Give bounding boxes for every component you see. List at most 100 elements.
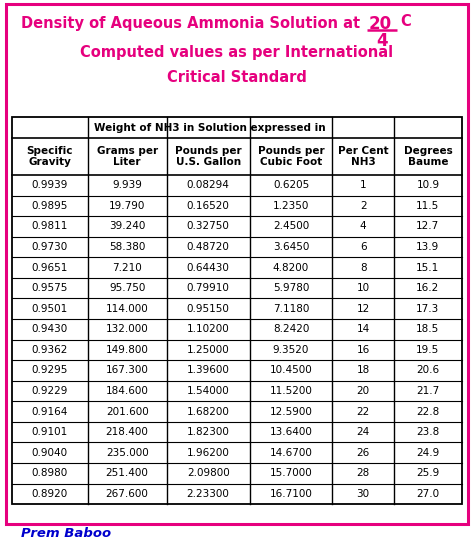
Text: 18: 18 xyxy=(356,365,370,376)
Text: 0.9362: 0.9362 xyxy=(31,345,68,355)
Text: 20: 20 xyxy=(369,15,392,33)
Text: 28: 28 xyxy=(356,468,370,479)
Text: 10.9: 10.9 xyxy=(416,180,439,190)
Text: C: C xyxy=(401,14,411,29)
Text: 12.5900: 12.5900 xyxy=(270,407,312,416)
Text: 1.68200: 1.68200 xyxy=(187,407,229,416)
Text: 16: 16 xyxy=(356,345,370,355)
Text: 235.000: 235.000 xyxy=(106,447,148,458)
Text: Computed values as per International: Computed values as per International xyxy=(81,45,393,60)
Text: 3.6450: 3.6450 xyxy=(273,242,309,252)
Text: 1.54000: 1.54000 xyxy=(187,386,229,396)
Text: Prem Baboo: Prem Baboo xyxy=(21,526,111,540)
Text: 267.600: 267.600 xyxy=(106,489,148,499)
Text: 0.9101: 0.9101 xyxy=(32,427,68,437)
Text: 149.800: 149.800 xyxy=(106,345,148,355)
Text: 218.400: 218.400 xyxy=(106,427,148,437)
Text: 2: 2 xyxy=(360,201,366,211)
Text: Critical Standard: Critical Standard xyxy=(167,70,307,86)
Text: 0.16520: 0.16520 xyxy=(187,201,229,211)
Text: 0.9040: 0.9040 xyxy=(32,447,68,458)
Text: 0.9295: 0.9295 xyxy=(31,365,68,376)
Text: 18.5: 18.5 xyxy=(416,324,439,334)
Text: 0.08294: 0.08294 xyxy=(187,180,229,190)
Text: 0.9430: 0.9430 xyxy=(32,324,68,334)
Text: Pounds per
U.S. Gallon: Pounds per U.S. Gallon xyxy=(175,146,241,167)
Text: Pounds per
Cubic Foot: Pounds per Cubic Foot xyxy=(258,146,324,167)
Text: 1: 1 xyxy=(360,180,366,190)
Text: 13.9: 13.9 xyxy=(416,242,439,252)
Text: 0.32750: 0.32750 xyxy=(187,221,229,232)
Text: 0.9895: 0.9895 xyxy=(31,201,68,211)
Text: 184.600: 184.600 xyxy=(106,386,148,396)
Text: 24: 24 xyxy=(356,427,370,437)
Text: 2.09800: 2.09800 xyxy=(187,468,229,479)
Text: 9.939: 9.939 xyxy=(112,180,142,190)
Text: 0.8980: 0.8980 xyxy=(32,468,68,479)
Text: 2.23300: 2.23300 xyxy=(187,489,229,499)
Text: 1.10200: 1.10200 xyxy=(187,324,229,334)
Text: 5.9780: 5.9780 xyxy=(273,283,309,293)
Text: 15.7000: 15.7000 xyxy=(270,468,312,479)
Text: 21.7: 21.7 xyxy=(416,386,439,396)
Text: 27.0: 27.0 xyxy=(416,489,439,499)
Text: 0.79910: 0.79910 xyxy=(187,283,229,293)
Text: 0.48720: 0.48720 xyxy=(187,242,229,252)
Text: Density of Aqueous Ammonia Solution at: Density of Aqueous Ammonia Solution at xyxy=(21,16,360,32)
Text: 1.39600: 1.39600 xyxy=(187,365,229,376)
Text: 114.000: 114.000 xyxy=(106,304,148,314)
Text: 30: 30 xyxy=(356,489,370,499)
Text: 9.3520: 9.3520 xyxy=(273,345,309,355)
Text: 10: 10 xyxy=(356,283,370,293)
Text: 16.2: 16.2 xyxy=(416,283,439,293)
Text: 20.6: 20.6 xyxy=(416,365,439,376)
Text: 17.3: 17.3 xyxy=(416,304,439,314)
Text: 26: 26 xyxy=(356,447,370,458)
Text: 0.9501: 0.9501 xyxy=(32,304,68,314)
Text: 23.8: 23.8 xyxy=(416,427,439,437)
Text: 15.1: 15.1 xyxy=(416,263,439,272)
Text: 12.7: 12.7 xyxy=(416,221,439,232)
Text: 7.1180: 7.1180 xyxy=(273,304,309,314)
Text: 167.300: 167.300 xyxy=(106,365,148,376)
Text: Weight of NH3 in Solution expressed in: Weight of NH3 in Solution expressed in xyxy=(94,123,326,132)
Text: 0.95150: 0.95150 xyxy=(187,304,229,314)
Text: 24.9: 24.9 xyxy=(416,447,439,458)
Text: 8: 8 xyxy=(360,263,366,272)
Text: 1.25000: 1.25000 xyxy=(187,345,229,355)
Text: Grams per
Liter: Grams per Liter xyxy=(97,146,158,167)
Text: 58.380: 58.380 xyxy=(109,242,146,252)
Text: 12: 12 xyxy=(356,304,370,314)
Text: 251.400: 251.400 xyxy=(106,468,148,479)
Text: Specific
Gravity: Specific Gravity xyxy=(27,146,73,167)
Text: 14: 14 xyxy=(356,324,370,334)
Bar xyxy=(12,117,462,504)
Text: 0.6205: 0.6205 xyxy=(273,180,309,190)
Text: 13.6400: 13.6400 xyxy=(270,427,312,437)
Text: 0.8920: 0.8920 xyxy=(32,489,68,499)
Text: 0.9164: 0.9164 xyxy=(31,407,68,416)
Text: 22: 22 xyxy=(356,407,370,416)
Text: 25.9: 25.9 xyxy=(416,468,439,479)
Text: Degrees
Baume: Degrees Baume xyxy=(403,146,452,167)
Text: 4.8200: 4.8200 xyxy=(273,263,309,272)
Text: 20: 20 xyxy=(356,386,370,396)
Text: 4: 4 xyxy=(376,32,388,50)
Text: 0.9939: 0.9939 xyxy=(31,180,68,190)
Text: 1.2350: 1.2350 xyxy=(273,201,309,211)
Text: 201.600: 201.600 xyxy=(106,407,148,416)
Text: 1.82300: 1.82300 xyxy=(187,427,229,437)
Text: Per Cent
NH3: Per Cent NH3 xyxy=(338,146,388,167)
Text: 0.9229: 0.9229 xyxy=(31,386,68,396)
Text: 6: 6 xyxy=(360,242,366,252)
Text: 1.96200: 1.96200 xyxy=(187,447,229,458)
Text: 11.5200: 11.5200 xyxy=(270,386,312,396)
Text: 132.000: 132.000 xyxy=(106,324,148,334)
Text: 10.4500: 10.4500 xyxy=(270,365,312,376)
Text: 7.210: 7.210 xyxy=(112,263,142,272)
Text: 19.5: 19.5 xyxy=(416,345,439,355)
Text: 22.8: 22.8 xyxy=(416,407,439,416)
Text: 4: 4 xyxy=(360,221,366,232)
Text: 16.7100: 16.7100 xyxy=(270,489,312,499)
Text: 0.9811: 0.9811 xyxy=(31,221,68,232)
